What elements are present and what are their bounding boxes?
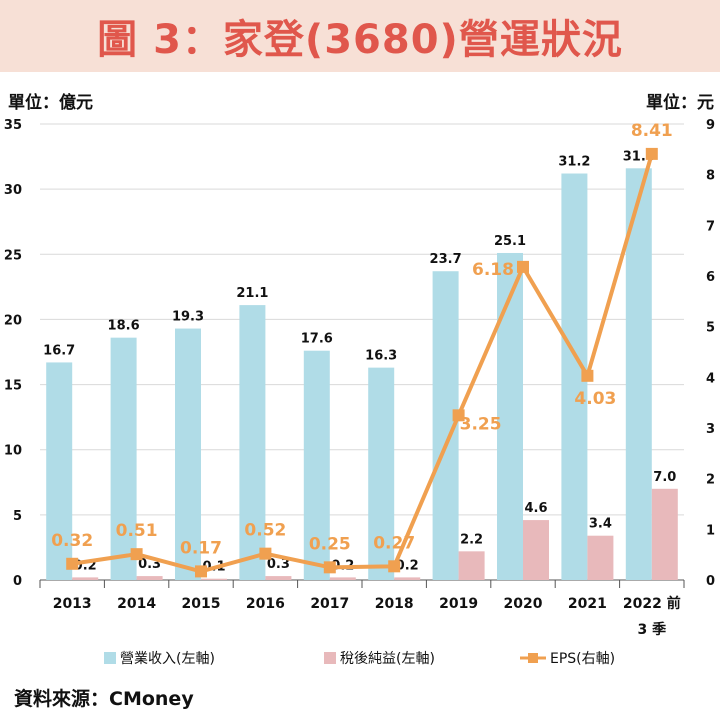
net-income-data-label: 0.3 — [267, 557, 290, 572]
eps-data-label: 4.03 — [574, 389, 616, 409]
revenue-bar — [239, 305, 266, 580]
net-income-bar — [651, 488, 678, 580]
legend-swatch-revenue — [104, 652, 116, 664]
x-tick-label: 2020 — [504, 596, 543, 612]
right-tick-label: 3 — [706, 422, 715, 437]
revenue-data-label: 31.2 — [558, 155, 590, 170]
eps-data-label: 0.25 — [309, 534, 351, 554]
eps-data-label: 0.27 — [373, 533, 415, 553]
revenue-bar — [368, 367, 395, 580]
x-tick-label: 2019 — [439, 596, 478, 612]
eps-data-label: 8.41 — [631, 121, 673, 141]
left-tick-label: 35 — [4, 118, 22, 133]
right-tick-label: 7 — [706, 219, 715, 234]
right-tick-label: 6 — [706, 270, 715, 285]
eps-data-label: 3.25 — [460, 414, 502, 434]
eps-data-label: 0.32 — [51, 531, 93, 551]
right-tick-label: 4 — [706, 371, 715, 386]
right-tick-label: 1 — [706, 523, 715, 538]
x-tick-label: 3 季 — [637, 621, 666, 638]
left-tick-label: 30 — [4, 183, 22, 198]
net-income-bar — [136, 576, 163, 580]
eps-marker — [130, 548, 143, 561]
net-income-bar — [201, 578, 227, 580]
revenue-data-label: 23.7 — [430, 252, 462, 267]
title-bar: 圖 3：家登(3680)營運狀況 — [0, 0, 720, 72]
revenue-bar — [46, 362, 73, 580]
revenue-data-label: 21.1 — [236, 286, 268, 301]
net-income-data-label: 7.0 — [653, 470, 676, 485]
eps-marker — [452, 409, 465, 422]
x-tick-label: 2017 — [310, 596, 349, 612]
revenue-bar — [497, 252, 523, 581]
left-axis-unit: 單位：億元 — [8, 93, 93, 113]
revenue-bar — [110, 337, 137, 580]
eps-marker — [388, 560, 401, 573]
eps-marker — [259, 547, 272, 560]
revenue-data-label: 19.3 — [172, 310, 204, 325]
x-tick-label: 2021 — [568, 596, 607, 612]
revenue-data-label: 25.1 — [494, 234, 526, 249]
legend-marker-eps — [528, 653, 538, 663]
left-tick-label: 25 — [4, 248, 22, 263]
x-tick-label: 2018 — [375, 596, 414, 612]
legend-label-net-income: 稅後純益(左軸) — [340, 651, 435, 667]
eps-data-label: 0.52 — [244, 521, 286, 541]
right-tick-label: 8 — [706, 169, 715, 184]
chart-title: 圖 3：家登(3680)營運狀況 — [97, 17, 623, 63]
x-tick-label: 2014 — [117, 596, 156, 612]
revenue-data-label: 16.7 — [43, 343, 75, 358]
right-tick-label: 0 — [706, 574, 715, 589]
revenue-data-label: 17.6 — [301, 332, 333, 347]
net-income-bar — [72, 577, 99, 580]
eps-marker — [581, 369, 594, 382]
net-income-bar — [329, 577, 356, 580]
right-tick-label: 5 — [706, 321, 715, 336]
net-income-bar — [265, 576, 292, 580]
eps-data-label: 0.51 — [116, 521, 158, 541]
revenue-bar — [175, 328, 201, 580]
net-income-data-label: 0.2 — [396, 558, 419, 573]
net-income-data-label: 4.6 — [524, 501, 547, 516]
net-income-data-label: 3.4 — [589, 517, 612, 532]
revenue-data-label: 16.3 — [365, 349, 397, 364]
net-income-bar — [587, 535, 614, 580]
right-tick-label: 9 — [706, 118, 715, 133]
left-tick-label: 0 — [13, 574, 22, 589]
eps-marker — [195, 565, 207, 578]
net-income-data-label: 2.2 — [460, 532, 483, 547]
revenue-bar — [303, 350, 330, 580]
right-axis-unit: 單位：元 — [646, 93, 714, 113]
eps-marker — [323, 561, 336, 574]
eps-data-label: 6.18 — [472, 260, 514, 280]
left-tick-label: 15 — [4, 379, 22, 394]
revenue-data-label: 18.6 — [108, 319, 140, 334]
eps-marker — [517, 260, 529, 273]
x-tick-label: 2013 — [53, 596, 92, 612]
revenue-bar — [625, 168, 652, 580]
legend-swatch-net-income — [324, 652, 336, 664]
left-tick-label: 10 — [4, 444, 22, 459]
left-tick-label: 20 — [4, 313, 22, 328]
eps-line — [71, 153, 654, 574]
left-tick-label: 5 — [13, 509, 22, 524]
net-income-bar — [523, 520, 549, 580]
source-note: 資料來源：CMoney — [14, 688, 194, 710]
net-income-bar — [458, 551, 485, 580]
right-tick-label: 2 — [706, 473, 715, 488]
eps-marker — [645, 147, 658, 160]
legend-label-revenue: 營業收入(左軸) — [120, 651, 215, 667]
eps-marker — [66, 557, 79, 570]
x-tick-label: 2016 — [246, 596, 285, 612]
legend-label-eps: EPS(右軸) — [550, 651, 615, 667]
x-tick-label: 2022 前 — [623, 595, 681, 612]
eps-data-label: 0.17 — [180, 538, 222, 558]
net-income-bar — [394, 577, 421, 580]
x-tick-label: 2015 — [182, 596, 221, 612]
